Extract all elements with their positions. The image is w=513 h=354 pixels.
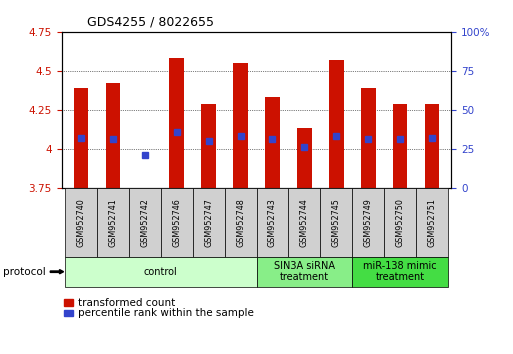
- Text: GSM952743: GSM952743: [268, 198, 277, 246]
- Text: GSM952740: GSM952740: [76, 198, 85, 246]
- Bar: [297, 129, 311, 188]
- Text: SIN3A siRNA
treatment: SIN3A siRNA treatment: [274, 261, 335, 282]
- Text: GSM952745: GSM952745: [332, 198, 341, 247]
- Text: miR-138 mimic
treatment: miR-138 mimic treatment: [364, 261, 437, 282]
- Text: GSM952748: GSM952748: [236, 198, 245, 246]
- Bar: [73, 88, 88, 188]
- Bar: [393, 103, 407, 188]
- Text: GSM952747: GSM952747: [204, 198, 213, 247]
- Bar: [202, 103, 216, 188]
- Bar: [425, 103, 440, 188]
- Bar: [233, 63, 248, 188]
- Bar: [265, 97, 280, 188]
- Bar: [329, 60, 344, 188]
- Text: GSM952750: GSM952750: [396, 198, 405, 247]
- Text: GSM952751: GSM952751: [428, 198, 437, 247]
- Text: GSM952749: GSM952749: [364, 198, 373, 247]
- Bar: [361, 88, 376, 188]
- Text: GSM952744: GSM952744: [300, 198, 309, 246]
- Text: GDS4255 / 8022655: GDS4255 / 8022655: [87, 16, 214, 29]
- Text: percentile rank within the sample: percentile rank within the sample: [78, 308, 254, 318]
- Text: GSM952746: GSM952746: [172, 198, 181, 246]
- Text: GSM952742: GSM952742: [140, 198, 149, 247]
- Text: control: control: [144, 267, 177, 277]
- Bar: [106, 83, 120, 188]
- Bar: [169, 58, 184, 188]
- Text: GSM952741: GSM952741: [108, 198, 117, 246]
- Text: transformed count: transformed count: [78, 298, 176, 308]
- Text: protocol: protocol: [3, 267, 45, 277]
